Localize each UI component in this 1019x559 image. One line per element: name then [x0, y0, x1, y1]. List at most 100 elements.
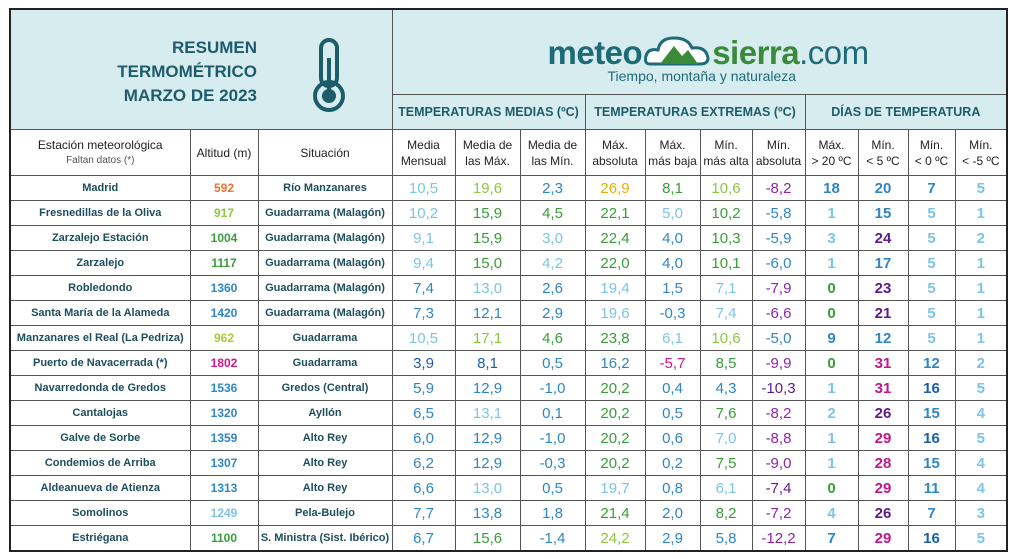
header-line: > 20 ºC	[811, 153, 852, 168]
value: 4	[954, 475, 1008, 501]
column-header: Mín. < -5 ºC	[954, 129, 1008, 176]
header-line: Estación meteorológica	[37, 137, 163, 152]
header-line: Mín.	[714, 137, 738, 152]
value: 4	[954, 450, 1008, 476]
value: 10,6	[699, 175, 753, 201]
altitude: 917	[189, 200, 259, 226]
data-row: Cantalojas 1320 Ayllón 6,5 13,1 0,1 20,2 0,5 7,6…	[9, 400, 1008, 426]
value: 10,5	[391, 175, 456, 201]
data-row: Estriégana 1100 S. Ministra (Sist. Ibérico…	[9, 525, 1008, 552]
data-row: Madrid 592 Río Manzanares 10,5 19,6 2,3 26,9 8,…	[9, 175, 1008, 201]
value: 1	[804, 450, 859, 476]
value: 1	[804, 250, 859, 276]
station: Manzanares el Real (La Pedriza)	[9, 325, 191, 351]
value: 22,0	[584, 250, 646, 276]
value: -1,4	[519, 525, 586, 552]
value: 2,3	[519, 175, 586, 201]
value: -6,0	[751, 250, 806, 276]
tagline: Tiempo, montaña y naturaleza	[607, 68, 797, 84]
value: 23	[857, 275, 909, 301]
value: -8,8	[751, 425, 806, 451]
header-line: Media de	[527, 137, 578, 152]
value: 9	[804, 325, 859, 351]
value: 6,1	[644, 325, 701, 351]
data-row: Santa María de la Alameda 1420 Guadarrama …	[9, 300, 1008, 326]
station-header: Estación meteorológica Faltan datos (*)	[9, 129, 191, 176]
column-header: Máx. > 20 ºC	[804, 129, 859, 176]
station: Robledondo	[9, 275, 191, 301]
value: 10,2	[391, 200, 456, 226]
header-line: las Mín.	[531, 153, 574, 168]
value: 1	[804, 375, 859, 401]
altitude: 1320	[189, 400, 259, 426]
header-line: absoluta	[755, 153, 802, 168]
value: 0,8	[644, 475, 701, 501]
value: 29	[857, 525, 909, 552]
value: -8,2	[751, 175, 806, 201]
data-row: Robledondo 1360 Guadarrama (Malagón) 7,4 13,…	[9, 275, 1008, 301]
group-header: TEMPERATURAS MEDIAS (ºC)	[391, 94, 586, 130]
value: 8,2	[699, 500, 753, 526]
altitude: 1359	[189, 425, 259, 451]
value: 1	[954, 200, 1008, 226]
value: 6,6	[391, 475, 456, 501]
value: 24	[857, 225, 909, 251]
value: 15	[907, 450, 956, 476]
location: Gredos (Central)	[257, 375, 393, 401]
value: 2	[804, 400, 859, 426]
header-line: más baja	[648, 153, 697, 168]
value: 1	[954, 300, 1008, 326]
value: 7,7	[391, 500, 456, 526]
value: -1,0	[519, 375, 586, 401]
data-row: Zarzalejo 1117 Guadarrama (Malagón) 9,4 15,0…	[9, 250, 1008, 276]
logo-text: meteo	[547, 34, 643, 71]
data-row: Galve de Sorbe 1359 Alto Rey 6,0 12,9 -1,0 20,…	[9, 425, 1008, 451]
logo-panel: meteo sierra.com Tiempo, montaña y natura…	[391, 8, 1008, 95]
value: 17,1	[454, 325, 521, 351]
value: 12	[907, 350, 956, 376]
station: Condemios de Arriba	[9, 450, 191, 476]
value: 15	[907, 400, 956, 426]
value: -5,7	[644, 350, 701, 376]
value: 5	[907, 325, 956, 351]
value: 19,7	[584, 475, 646, 501]
value: 29	[857, 475, 909, 501]
value: 2	[954, 350, 1008, 376]
location: Alto Rey	[257, 475, 393, 501]
value: 4,3	[699, 375, 753, 401]
value: 20,2	[584, 450, 646, 476]
title-line: MARZO DE 2023	[123, 86, 257, 105]
value: 0,5	[519, 350, 586, 376]
value: 0,5	[644, 400, 701, 426]
logo-text: .com	[799, 34, 869, 71]
value: 0,4	[644, 375, 701, 401]
column-header: Mín. absoluta	[751, 129, 806, 176]
location: Guadarrama	[257, 325, 393, 351]
value: 10,2	[699, 200, 753, 226]
value: 26	[857, 500, 909, 526]
value: 6,5	[391, 400, 456, 426]
value: 16	[907, 525, 956, 552]
data-row: Zarzalejo Estación 1004 Guadarrama (Malagó…	[9, 225, 1008, 251]
value: 12,9	[454, 425, 521, 451]
value: 31	[857, 350, 909, 376]
value: 8,1	[644, 175, 701, 201]
altitude: 1360	[189, 275, 259, 301]
value: 5	[954, 175, 1008, 201]
value: 1,5	[644, 275, 701, 301]
value: 16	[907, 425, 956, 451]
value: 4,0	[644, 225, 701, 251]
value: -8,2	[751, 400, 806, 426]
value: 7,0	[699, 425, 753, 451]
value: 5	[907, 300, 956, 326]
value: 4,0	[644, 250, 701, 276]
column-header: Media Mensual	[391, 129, 456, 176]
column-header: Mín. < 0 ºC	[907, 129, 956, 176]
location-header: Situación	[257, 129, 393, 176]
group-header: TEMPERATURAS EXTREMAS (ºC)	[584, 94, 806, 130]
value: 31	[857, 375, 909, 401]
column-header: Mín. < 5 ºC	[857, 129, 909, 176]
station: Cantalojas	[9, 400, 191, 426]
header-line: las Máx.	[465, 153, 510, 168]
value: 7	[907, 500, 956, 526]
